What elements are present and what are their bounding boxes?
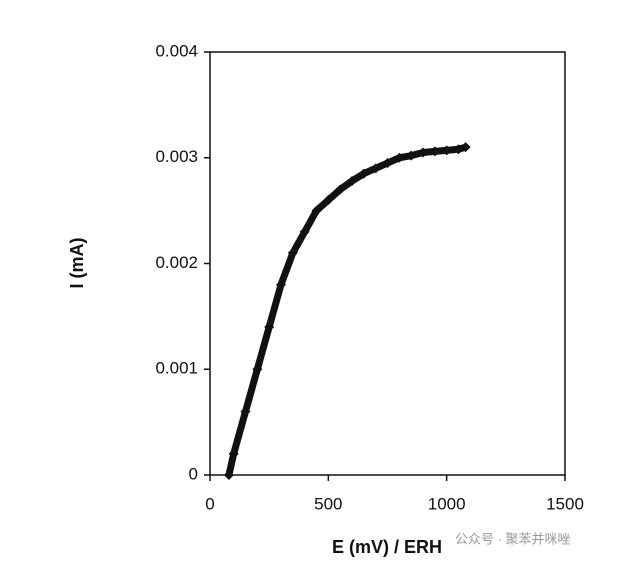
data-point [370, 163, 381, 174]
x-axis-title: E (mV) / ERH [332, 537, 442, 557]
data-point [252, 364, 263, 375]
data-point [223, 470, 234, 480]
data-point [264, 321, 275, 332]
data-point [460, 142, 471, 153]
x-tick-label: 1000 [428, 494, 466, 513]
y-tick-label: 0 [189, 464, 198, 483]
x-tick-label: 1500 [546, 494, 584, 513]
data-point [240, 406, 251, 417]
data-line [225, 143, 470, 479]
data-point [323, 195, 334, 206]
data-point [441, 145, 452, 156]
data-point [358, 168, 369, 179]
y-tick-label: 0.004 [155, 41, 198, 60]
data-point [287, 247, 298, 258]
data-point [228, 448, 239, 459]
y-tick-label: 0.003 [155, 147, 198, 166]
data-point [335, 184, 346, 195]
data-point [418, 147, 428, 158]
x-tick-label: 0 [205, 494, 214, 513]
data-point [406, 150, 417, 161]
plot-frame [209, 51, 566, 476]
data-point [347, 176, 357, 187]
watermark: 公众号 · 聚苯并咪唑 [455, 531, 571, 546]
y-axis-title: I (mA) [67, 238, 87, 289]
data-point [429, 146, 440, 157]
y-tick-label: 0.002 [155, 253, 198, 272]
data-point [394, 152, 405, 163]
data-point [311, 205, 322, 216]
data-point [382, 158, 393, 169]
y-tick-label: 0.001 [155, 359, 198, 378]
x-tick-label: 500 [314, 494, 342, 513]
data-point [299, 226, 310, 237]
data-point [276, 279, 286, 290]
